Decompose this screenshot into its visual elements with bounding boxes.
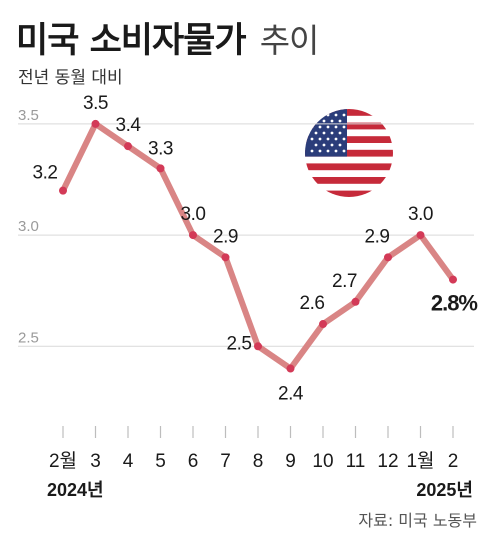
y-tick-label: 3.0: [18, 218, 39, 235]
data-point: [351, 297, 360, 306]
data-point: [156, 164, 165, 173]
x-tick-label: 10: [312, 451, 333, 472]
data-point: [91, 119, 100, 128]
data-label: 3.0: [408, 204, 433, 225]
data-point: [384, 253, 392, 262]
data-label: 3.2: [33, 163, 58, 184]
year-label: 2025년: [416, 480, 473, 500]
x-tick-label: 2월: [49, 450, 77, 472]
y-axis: 3.5 3.0 2.5: [18, 107, 39, 346]
x-tick-label: 11: [346, 451, 366, 472]
x-tick-label: 5: [155, 451, 166, 472]
data-points: [59, 119, 457, 373]
data-labels: 3.2 3.5 3.4 3.3 3.0 2.9 2.5 2.4 2.6 2.7 2.9 3.0 2.8%: [33, 93, 479, 405]
data-point: [416, 231, 425, 240]
chart-subtitle: 전년 동월 대비: [18, 68, 123, 88]
data-label: 3.0: [181, 204, 206, 225]
year-labels: 2024년 2025년: [47, 480, 473, 500]
series-line: [60, 120, 456, 372]
data-point: [189, 231, 197, 240]
data-label: 3.5: [83, 93, 108, 114]
source-note: 자료: 미국 노동부: [358, 511, 477, 530]
data-label: 3.3: [148, 138, 173, 159]
x-tick-label: 3: [90, 451, 101, 472]
us-flag-icon: [305, 109, 393, 197]
data-point: [254, 342, 262, 351]
data-label: 2.9: [213, 226, 238, 247]
data-point: [221, 253, 230, 262]
year-label: 2024년: [47, 480, 104, 500]
data-point: [124, 142, 132, 151]
x-tick-label: 2: [448, 451, 459, 472]
data-point: [286, 364, 295, 373]
x-tick-label: 4: [123, 451, 134, 472]
x-tick-label: 7: [220, 451, 231, 472]
y-tick-label: 3.5: [18, 107, 39, 124]
chart-title: 미국 소비자물가 추이: [16, 21, 318, 61]
data-label: 2.9: [365, 226, 390, 247]
data-label: 2.5: [227, 333, 252, 354]
series-line-group: [60, 120, 456, 372]
x-tick-label: 8: [253, 451, 264, 472]
data-point: [319, 320, 327, 329]
data-label: 2.8%: [431, 291, 478, 316]
title-suffix: 추이: [260, 21, 319, 60]
x-tick-label: 12: [377, 451, 398, 472]
data-label: 3.4: [116, 115, 142, 136]
x-axis: 2월 3 4 5 6 7 8 9 10 11 12 1월 2: [49, 426, 458, 472]
data-point: [449, 275, 457, 284]
data-label: 2.6: [300, 293, 325, 314]
x-tick-label: 1월: [406, 450, 434, 472]
x-tick-label: 6: [188, 451, 199, 472]
y-tick-label: 2.5: [18, 329, 39, 346]
x-tick-label: 9: [285, 451, 296, 472]
title-main: 미국 소비자물가: [16, 21, 246, 61]
data-label: 2.4: [278, 384, 304, 405]
data-label: 2.7: [332, 271, 357, 292]
data-point: [59, 186, 67, 195]
